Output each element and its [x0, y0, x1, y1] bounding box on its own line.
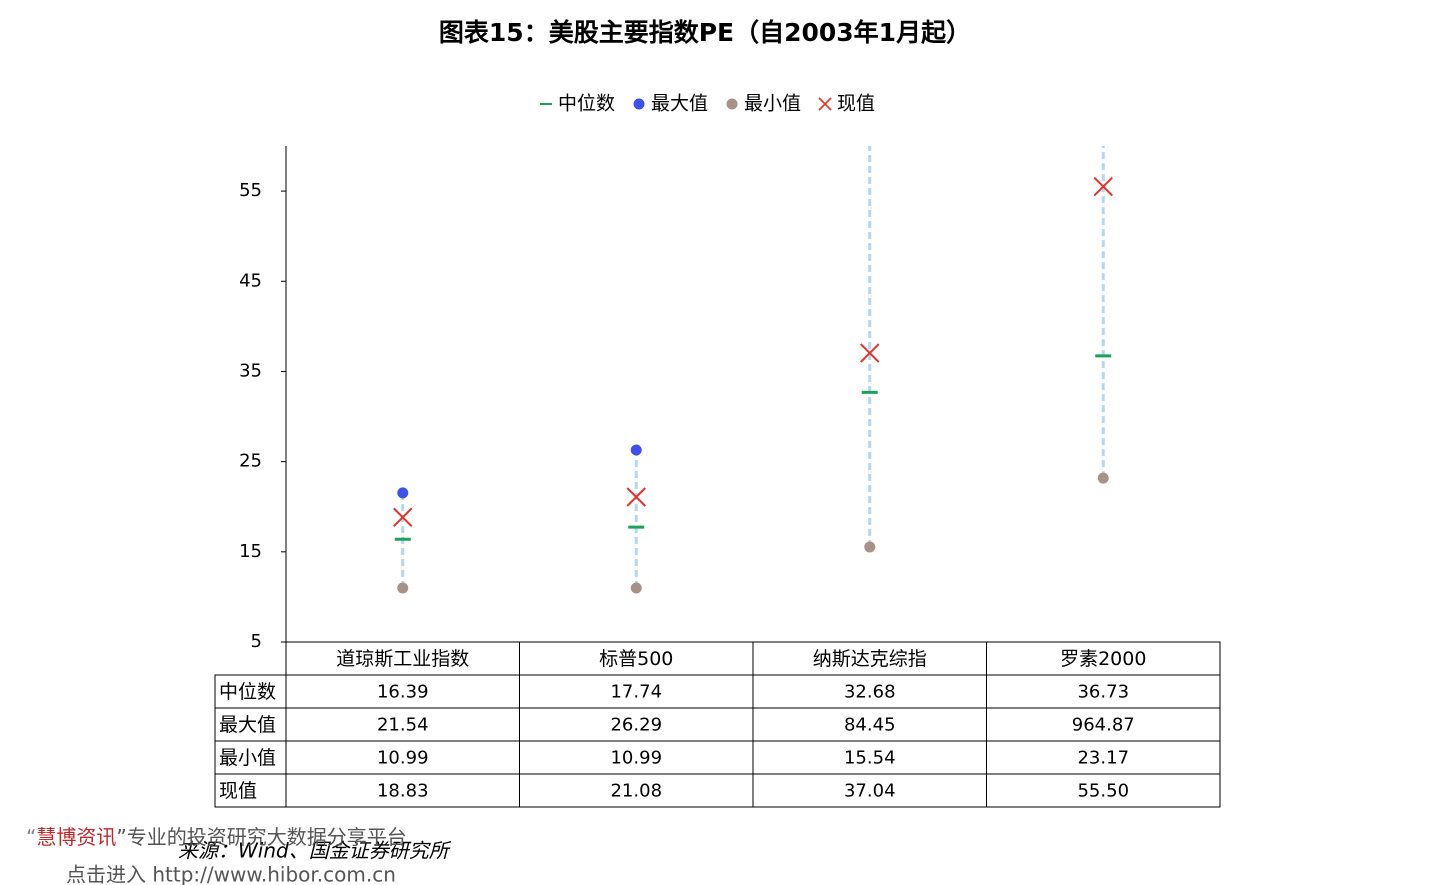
- dot-mark: [397, 487, 409, 499]
- plot-area: [393, 146, 1113, 594]
- legend-label: 中位数: [558, 93, 615, 115]
- table-header: 罗素2000: [1060, 648, 1146, 670]
- legend-marker: [818, 97, 832, 111]
- table-cell: 32.68: [844, 682, 896, 703]
- table-cell: 10.99: [610, 748, 662, 769]
- table-cell: 21.08: [610, 781, 662, 802]
- table-cell: 18.83: [377, 781, 429, 802]
- chart-title: 图表15：美股主要指数PE（自2003年1月起）: [439, 18, 971, 47]
- y-tick-label: 5: [251, 631, 262, 652]
- table-header: 标普500: [599, 648, 673, 670]
- legend-label: 现值: [837, 93, 875, 115]
- cross-mark: [1093, 176, 1113, 197]
- table-row-label: 最大值: [219, 714, 276, 736]
- source: 来源：Wind、国金证券研究所: [178, 839, 452, 863]
- table-cell: 16.39: [377, 682, 429, 703]
- y-tick-label: 15: [239, 541, 262, 562]
- table-cell: 37.04: [844, 781, 896, 802]
- y-tick-label: 25: [239, 451, 262, 472]
- cross-mark: [860, 343, 880, 363]
- table-cell: 36.73: [1077, 682, 1129, 703]
- dot-mark: [630, 444, 642, 456]
- table-cell: 84.45: [844, 715, 896, 736]
- legend-label: 最小值: [744, 93, 801, 115]
- table-cell: 55.50: [1077, 781, 1129, 802]
- table-cell: 17.74: [610, 682, 662, 703]
- table-cell: 26.29: [610, 715, 662, 736]
- dot-mark: [864, 541, 876, 553]
- table-cell: 21.54: [377, 715, 429, 736]
- watermark-text: ”专业的投资研究大数据分享平台: [116, 825, 406, 849]
- table-row-label: 最小值: [219, 747, 276, 769]
- cross-mark: [626, 487, 646, 507]
- table-row-label: 现值: [219, 780, 257, 802]
- dot-mark: [397, 582, 409, 594]
- table-header: 纳斯达克综指: [813, 648, 927, 670]
- legend-marker: [726, 98, 738, 110]
- y-tick-label: 35: [239, 360, 262, 381]
- legend-label: 最大值: [651, 93, 708, 115]
- table-cell: 23.17: [1077, 748, 1129, 769]
- table-cell: 10.99: [377, 748, 429, 769]
- data-table: 道琼斯工业指数 标普500 纳斯达克综指 罗素2000 中位数 16.39 17.74 32.…: [214, 641, 1221, 808]
- watermark-brand: 慧博资讯: [36, 825, 116, 849]
- dot-mark: [630, 582, 642, 594]
- watermark-link: 点击进入 http://www.hibor.com.cn: [66, 863, 396, 885]
- watermark: “慧博资讯”专业的投资研究大数据分享平台: [26, 825, 407, 849]
- table-cell: 15.54: [844, 748, 896, 769]
- table-header: 道琼斯工业指数: [336, 648, 469, 670]
- table-cell: 964.87: [1072, 715, 1135, 736]
- y-tick-label: 55: [239, 180, 262, 201]
- legend-marker: [633, 98, 645, 110]
- table-row-label: 中位数: [219, 681, 276, 703]
- cross-mark: [393, 507, 413, 527]
- dot-mark: [1097, 472, 1109, 484]
- y-tick-label: 45: [239, 270, 262, 291]
- watermark-quote: “: [26, 825, 36, 849]
